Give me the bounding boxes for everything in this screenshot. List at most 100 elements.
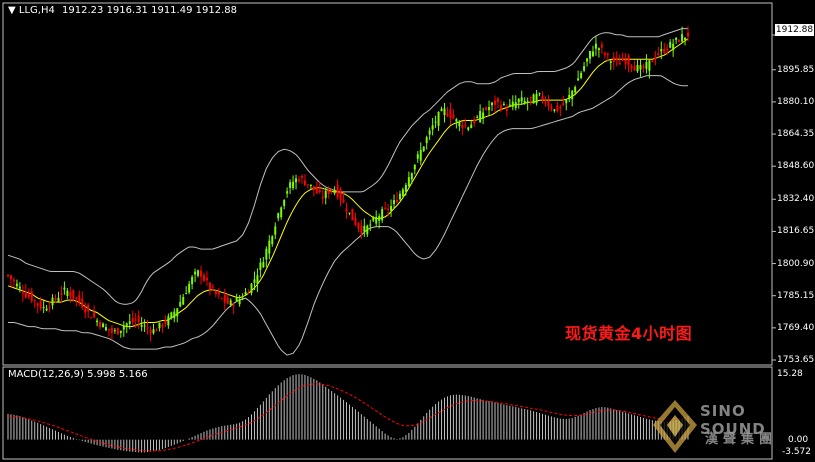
- candle-bear: [306, 184, 309, 186]
- candle-bear: [72, 289, 75, 299]
- candle-bear: [330, 189, 333, 191]
- candle-bull: [104, 327, 107, 331]
- candle-bull: [502, 103, 505, 105]
- candle-bull: [535, 93, 538, 104]
- candle-bear: [547, 100, 550, 107]
- candle-bull: [565, 99, 568, 104]
- price-panel-frame: [2, 2, 773, 366]
- candle-bear: [220, 298, 223, 300]
- candle-bull: [571, 90, 574, 100]
- candle-bull: [378, 216, 381, 221]
- candle-bear: [493, 100, 496, 105]
- candle-bull: [681, 34, 684, 42]
- candle-bull: [369, 224, 372, 226]
- candle-bull: [113, 330, 116, 332]
- candle-bear: [339, 189, 342, 201]
- candle-bear: [146, 327, 149, 329]
- price-axis-tick-label: 1832.40: [777, 194, 815, 205]
- watermark-chinese: 漢聲集團: [705, 432, 778, 447]
- candle-bear: [164, 320, 167, 324]
- candle-bear: [606, 53, 609, 55]
- candle-bull: [18, 286, 21, 289]
- price-axis-ticks: [772, 34, 776, 361]
- candle-bear: [298, 179, 301, 182]
- candle-bear: [200, 270, 203, 277]
- candle-bull: [182, 297, 185, 305]
- candle-bull: [583, 66, 586, 71]
- candle-bull: [410, 173, 413, 180]
- candle-bull: [425, 137, 428, 144]
- candle-bull: [173, 311, 176, 319]
- macd-signal-line: [7, 383, 689, 452]
- candle-bull: [170, 312, 173, 319]
- candle-bull: [119, 330, 122, 333]
- candle-bear: [7, 274, 9, 276]
- candle-bull: [333, 190, 336, 194]
- candle-bear: [202, 275, 205, 281]
- candle-bear: [33, 300, 36, 302]
- candle-bear: [149, 330, 152, 334]
- candle-bear: [321, 197, 324, 199]
- watermark-name: SINO SOUND: [700, 402, 766, 438]
- candle-bull: [476, 116, 479, 118]
- candle-bear: [81, 298, 84, 308]
- candle-bull: [491, 102, 494, 106]
- candle-bear: [21, 292, 24, 294]
- macd-label: MACD(12,26,9) 5.998 5.166: [8, 369, 148, 380]
- candle-bear: [54, 298, 57, 300]
- candle-bull: [122, 325, 125, 330]
- candle-bear: [678, 40, 681, 42]
- candle-bear: [529, 96, 532, 99]
- candle-bull: [470, 124, 473, 129]
- candle-bull: [479, 111, 482, 123]
- candle-bull: [152, 329, 155, 334]
- candle-bull: [591, 51, 594, 57]
- candle-bull: [511, 101, 514, 107]
- candle-bear: [603, 53, 606, 56]
- candle-bear: [24, 291, 27, 298]
- arrow-down-icon: ▼: [8, 5, 16, 16]
- candle-bull: [167, 316, 170, 326]
- candle-bull: [102, 323, 105, 328]
- candle-bear: [78, 295, 81, 303]
- candle-bull: [532, 94, 535, 104]
- candle-bull: [428, 130, 431, 135]
- candle-bull: [401, 189, 404, 197]
- candle-bear: [461, 125, 464, 129]
- candle-bull: [553, 109, 556, 111]
- candle-bear: [208, 282, 211, 290]
- candle-bear: [496, 98, 499, 102]
- candle-bear: [27, 293, 30, 297]
- candle-bull: [482, 112, 485, 119]
- price-axis-tick-label: 1753.65: [777, 355, 815, 365]
- candle-bull: [128, 321, 131, 324]
- candle-bear: [36, 303, 39, 306]
- candle-bear: [217, 292, 220, 295]
- candle-bull: [277, 213, 280, 219]
- candle-bear: [300, 175, 303, 178]
- candle-bear: [615, 57, 618, 60]
- candle-bear: [327, 190, 330, 194]
- candle-bull: [42, 306, 45, 308]
- candle-bear: [354, 217, 357, 225]
- candle-bear: [12, 279, 15, 282]
- candle-bull: [398, 193, 401, 200]
- candle-bear: [226, 297, 229, 304]
- candle-bear: [211, 286, 214, 288]
- candle-bull: [609, 61, 612, 63]
- lower-band-line: [8, 75, 688, 356]
- candle-bull: [407, 177, 410, 187]
- symbol-label: LLG,H4: [18, 5, 55, 16]
- candle-bear: [621, 57, 624, 61]
- candle-bull: [348, 212, 351, 214]
- candle-bear: [618, 62, 621, 65]
- candle-bull: [381, 209, 384, 221]
- candle-bear: [60, 293, 63, 296]
- upper-band-line: [7, 28, 688, 305]
- candle-bull: [197, 270, 200, 276]
- candle-bear: [360, 225, 363, 234]
- candle-bull: [262, 262, 265, 268]
- candle-bull: [256, 275, 259, 284]
- price-axis-tick-label: 1848.60: [777, 161, 815, 172]
